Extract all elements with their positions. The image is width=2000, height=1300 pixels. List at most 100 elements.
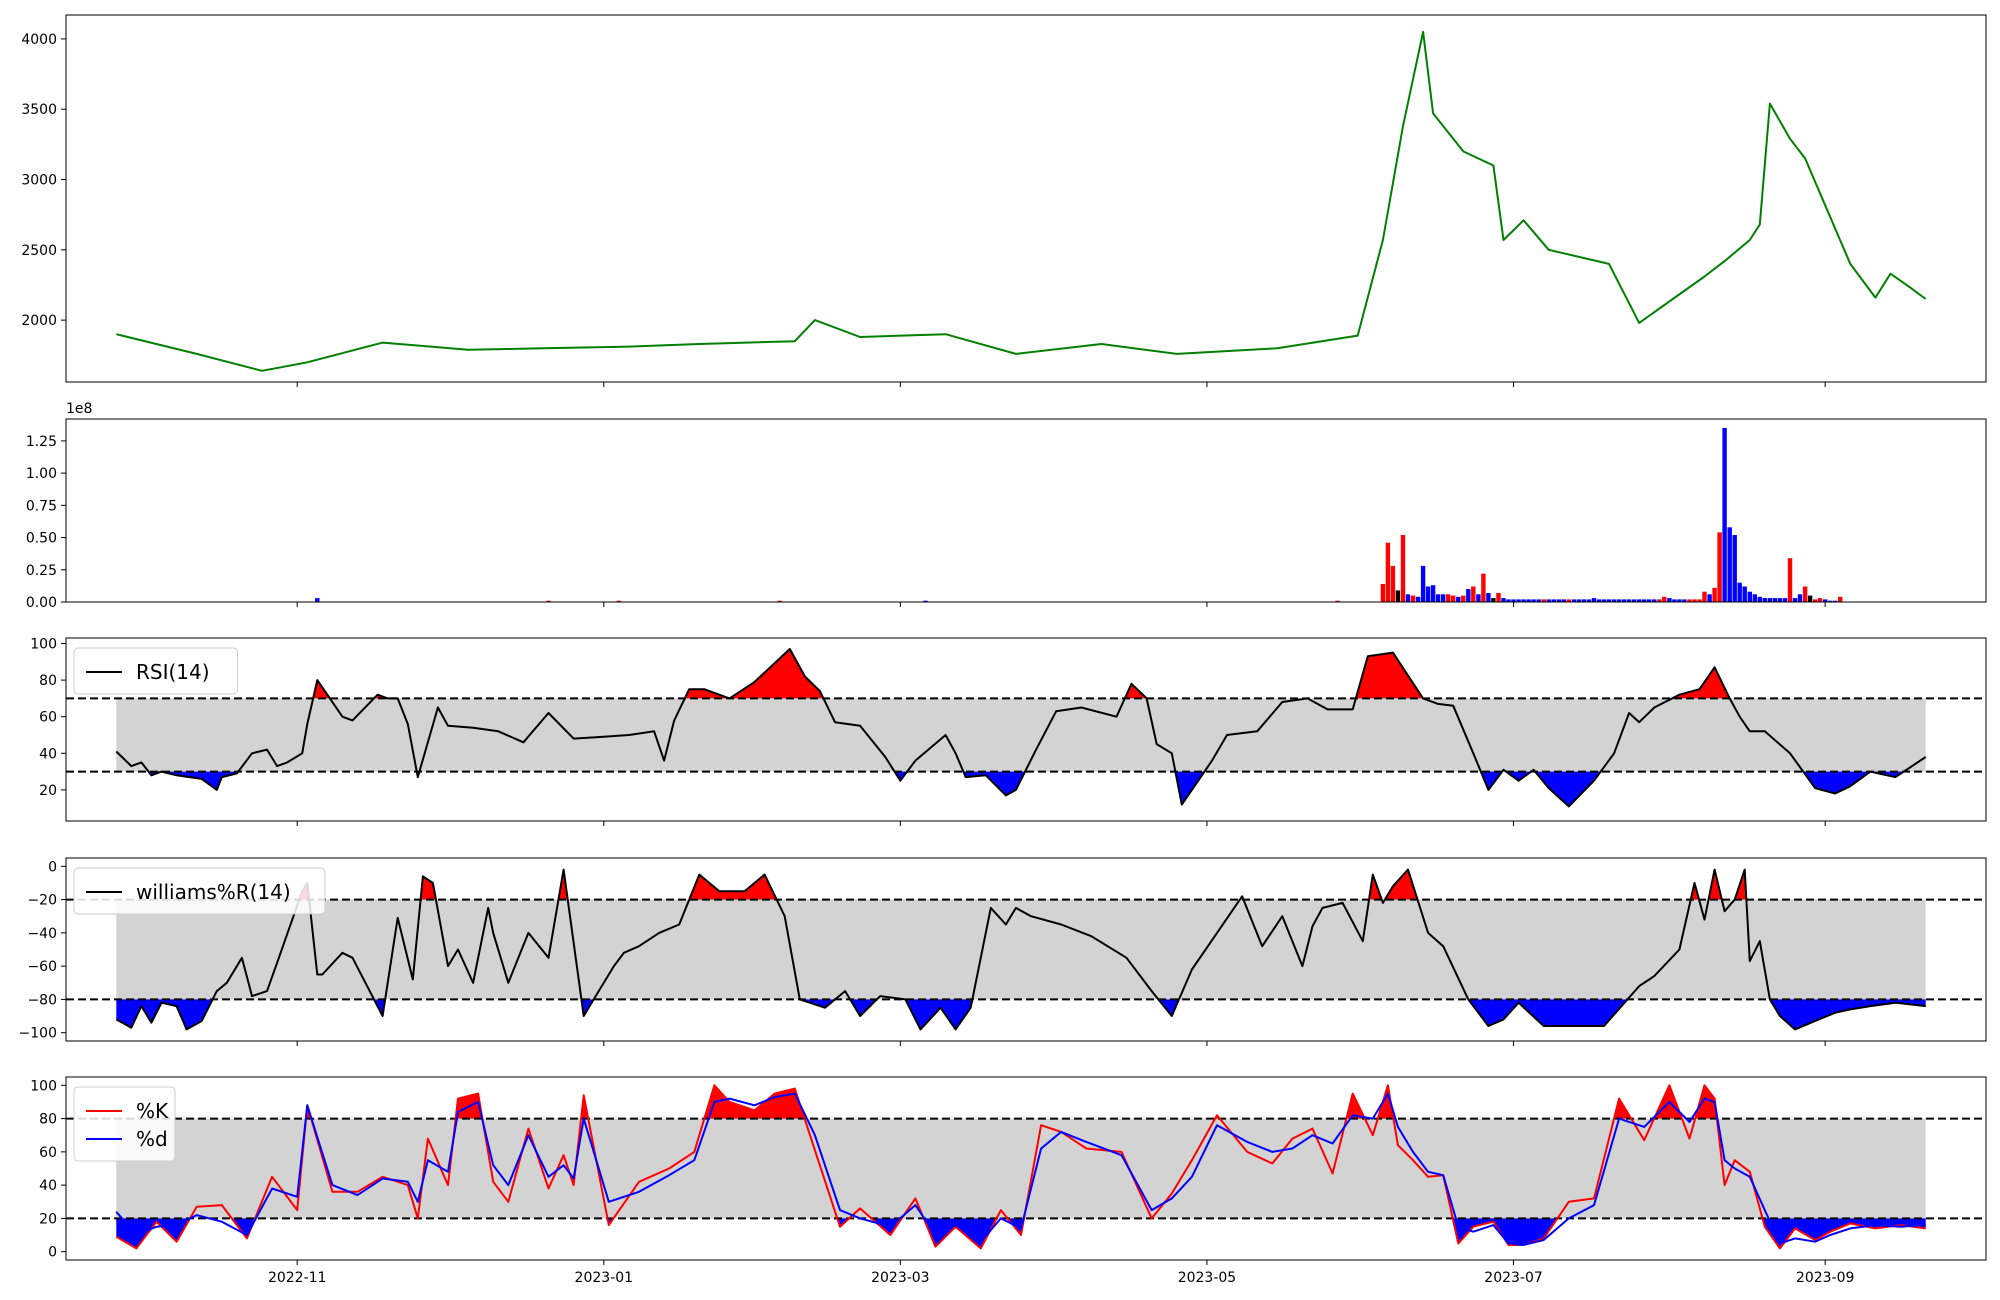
volume-bar: [1817, 598, 1823, 602]
volume-bar: [1717, 532, 1722, 602]
volume-bar: [1556, 599, 1561, 602]
x-tick-label: 2023-03: [871, 1270, 930, 1286]
volume-bar: [1456, 596, 1461, 602]
stochastic-ytick-label: 60: [39, 1145, 57, 1161]
volume-bar: [1672, 599, 1677, 602]
legend-label: williams%R(14): [136, 880, 291, 904]
rsi-overbought-fill: [684, 689, 730, 699]
legend-box: [73, 647, 238, 695]
price-frame: [65, 14, 1987, 383]
volume-bar: [1415, 596, 1421, 602]
stochastic-overbought-fill: [704, 1085, 805, 1119]
stochastic-legend: %K %d: [73, 1086, 176, 1162]
volume-bar: [1667, 598, 1672, 602]
volume-frame: [65, 418, 1987, 603]
volume-bar: [1767, 598, 1773, 602]
volume-bar: [1727, 527, 1732, 602]
volume-bar: [1435, 594, 1441, 602]
stochastic-ytick-label: 0: [48, 1245, 57, 1261]
volume-bar: [1506, 599, 1511, 602]
volume-bar: [1466, 589, 1471, 602]
volume-bar: [1551, 599, 1556, 602]
volume-ytick-label: 0.75: [26, 498, 57, 514]
stochastic-ytick-label: 40: [39, 1178, 57, 1194]
rsi-ytick-label: 100: [30, 636, 57, 652]
stochastic-oversold-fill: [231, 1218, 256, 1239]
volume-bar: [1581, 599, 1587, 602]
rsi-ytick-label: 40: [39, 746, 57, 762]
volume-bar: [1747, 591, 1752, 602]
volume-bar: [1461, 595, 1466, 602]
williams_r-ytick-label: −60: [27, 959, 57, 975]
volume-bar: [1400, 535, 1406, 602]
volume-bar: [1501, 598, 1506, 602]
rsi-oversold-fill: [1535, 771, 1601, 807]
volume-bar: [1430, 585, 1436, 602]
volume-bar: [1797, 594, 1803, 602]
legend-box: [73, 1086, 176, 1162]
volume-bar: [1823, 599, 1828, 602]
volume-bar: [1511, 599, 1516, 602]
williams_r-oversold-fill: [905, 999, 973, 1030]
rsi-oversold-fill: [1480, 771, 1503, 790]
williams_r-overbought-fill: [1708, 869, 1722, 900]
volume-bar: [1601, 599, 1607, 602]
volume-bar: [1642, 599, 1647, 602]
volume-bar: [1792, 598, 1798, 602]
volume-bar: [1496, 593, 1501, 602]
stochastic-ytick-label: 80: [39, 1112, 57, 1128]
volume-bar: [1566, 599, 1571, 602]
volume-bar: [777, 600, 782, 602]
volume-bar: [1611, 599, 1617, 602]
volume-bar: [1632, 599, 1637, 602]
rsi-ytick-label: 20: [39, 783, 57, 799]
price-ytick-label: 3500: [21, 102, 57, 118]
stochastic-overbought-fill: [1695, 1085, 1717, 1119]
volume-ytick-label: 1.00: [26, 466, 57, 482]
volume-bar: [1526, 599, 1531, 602]
volume-bar: [1662, 596, 1667, 602]
williams_r-band: [116, 899, 1926, 1000]
volume-bar: [1446, 594, 1451, 602]
volume-bar: [1586, 599, 1592, 602]
volume-ytick-label: 0.25: [26, 563, 57, 579]
volume-bar: [1697, 599, 1702, 602]
rsi-oversold-fill: [161, 771, 239, 790]
x-tick-label: 2023-09: [1796, 1270, 1855, 1286]
stochastic-band: [116, 1118, 1926, 1219]
volume-bar: [1712, 587, 1717, 602]
volume-bar: [1596, 599, 1602, 602]
legend-label: %d: [136, 1127, 168, 1151]
rsi-oversold-fill: [1175, 771, 1205, 805]
legend-label: %K: [136, 1099, 169, 1123]
volume-bar: [1802, 586, 1808, 602]
rsi-overbought-fill: [1672, 667, 1730, 699]
price-ytick-label: 2500: [21, 243, 57, 259]
volume-bar: [315, 598, 320, 602]
volume-bar: [1828, 600, 1833, 602]
volume-bar: [1481, 573, 1486, 602]
williams_r-ytick-label: 0: [48, 859, 57, 875]
williams_r-frame: [65, 857, 1987, 1042]
volume-bar: [1576, 599, 1582, 602]
volume-bar: [1571, 599, 1577, 602]
williams_r-ytick-label: −100: [19, 1026, 57, 1042]
volume-bar: [1536, 599, 1541, 602]
williams_r-legend: williams%R(14): [73, 867, 326, 915]
volume-bar: [1486, 593, 1491, 602]
volume-bar: [1757, 596, 1762, 602]
volume-bar: [923, 600, 928, 602]
volume-ytick-label: 0.50: [26, 531, 57, 547]
volume-bar: [1541, 599, 1546, 602]
volume-bar: [1621, 599, 1627, 602]
rsi-oversold-fill: [894, 771, 908, 781]
volume-bar: [1516, 599, 1521, 602]
volume-bar: [1616, 599, 1622, 602]
volume-bar: [1838, 596, 1843, 602]
volume-bar: [1385, 542, 1391, 602]
rsi-legend: RSI(14): [73, 647, 238, 695]
volume-bar: [1737, 582, 1742, 602]
volume-bar: [1380, 584, 1386, 602]
williams_r-overbought-fill: [420, 876, 436, 900]
